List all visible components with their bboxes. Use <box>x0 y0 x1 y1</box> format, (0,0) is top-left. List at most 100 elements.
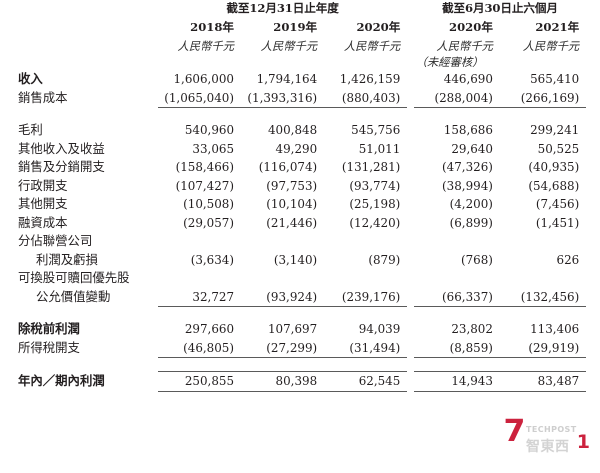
row-empty-cell <box>586 232 600 251</box>
col-unit-2020: 人民幣千元 <box>343 40 401 53</box>
spacer-cell <box>0 307 158 321</box>
row-value: (93,774) <box>349 178 401 193</box>
row-value: (31,494) <box>324 338 408 358</box>
unit-header-empty <box>0 36 158 54</box>
col-unit-2019: 人民幣千元 <box>260 40 318 53</box>
row-label: 年內／期內利潤 <box>18 373 105 388</box>
spacer-cell <box>0 108 158 122</box>
row-pad-cell <box>586 214 600 233</box>
row-value: 626 <box>556 252 580 267</box>
row-value: (3,634) <box>190 252 235 267</box>
row-value: 62,545 <box>324 371 408 392</box>
group-header-years: 截至12月31日止年度 <box>226 1 339 15</box>
row-value: (54,688) <box>528 178 580 193</box>
row-value: (25,198) <box>349 197 401 211</box>
row-pad-cell <box>586 158 600 177</box>
unit-header-row: 人民幣千元 人民幣千元 人民幣千元 人民幣千元 人民幣千元 <box>0 36 600 54</box>
row-value: (66,337) <box>413 287 500 307</box>
unit-note-row: （未經審核） <box>0 54 600 70</box>
col-year-2018: 2018年 <box>190 20 235 34</box>
row-empty-cell <box>500 232 586 251</box>
row-value: 540,960 <box>184 123 235 137</box>
row-value: 1,606,000 <box>173 72 235 86</box>
table-row: 銷售成本 (1,065,040) (1,393,316) (880,403) (288,… <box>0 88 600 108</box>
row-value: (38,994) <box>442 178 493 193</box>
row-value: (21,446) <box>266 215 318 230</box>
table-header: 截至12月31日止年度 截至6月30日止六個月 2018年 2019年 2020… <box>0 0 600 70</box>
row-pad-cell <box>586 70 600 89</box>
row-label: 分佔聯營公司 <box>18 233 93 248</box>
year-header-empty <box>0 17 158 36</box>
spacer-cell <box>158 307 241 321</box>
spacer-cell <box>414 108 500 122</box>
row-value: (266,169) <box>499 88 587 108</box>
row-label: 所得稅開支 <box>18 339 80 355</box>
row-value: 23,802 <box>451 322 493 336</box>
row-value: 446,690 <box>443 72 493 86</box>
watermark-one-icon: 1 <box>576 431 590 453</box>
row-value: 113,406 <box>530 322 580 336</box>
row-value: (1,451) <box>535 215 580 230</box>
row-empty-cell <box>500 269 586 288</box>
row-value: (12,420) <box>349 215 401 230</box>
row-value: 545,756 <box>351 123 401 137</box>
watermark-ghost-line1: TECHPOST <box>526 425 577 434</box>
table-row: 其他開支 (10,508) (10,104) (25,198) (4,200) (7,45… <box>0 195 600 214</box>
row-value: (768) <box>460 252 493 267</box>
row-value: (8,859) <box>413 338 500 358</box>
row-value: 94,039 <box>358 322 401 336</box>
col-unit-h1-2021: 人民幣千元 <box>522 40 580 53</box>
row-value: (131,281) <box>341 160 401 174</box>
col-note-2019 <box>241 54 324 70</box>
spacer-cell <box>0 358 158 372</box>
row-value: (29,057) <box>183 215 235 230</box>
spacer-cell <box>586 358 600 372</box>
row-spacer <box>0 358 600 372</box>
spacer-cell <box>241 358 324 372</box>
spacer-cell <box>586 108 600 122</box>
row-value: 80,398 <box>241 371 325 392</box>
row-value: 14,943 <box>413 371 500 392</box>
row-pad-cell <box>586 195 600 214</box>
row-label: 利潤及虧損 <box>36 251 98 267</box>
table-row: 分佔聯營公司 <box>0 232 600 251</box>
row-value: 299,241 <box>530 123 580 137</box>
table-row: 利潤及虧損 (3,634) (3,140) (879) (768) 626 <box>0 251 600 270</box>
row-spacer <box>0 108 600 122</box>
row-value: (239,176) <box>324 287 408 307</box>
col-year-2020: 2020年 <box>356 20 401 34</box>
col-note-h1-2021 <box>500 54 586 70</box>
watermark-ghost-line2: 智東西 <box>526 439 570 455</box>
row-value: (1,393,316) <box>241 88 325 108</box>
row-value: 83,487 <box>499 371 587 392</box>
row-label: 除稅前利潤 <box>18 321 80 336</box>
col-unit-2018: 人民幣千元 <box>177 40 235 53</box>
row-label: 行政開支 <box>18 177 68 193</box>
row-pad-cell <box>586 339 600 358</box>
table-row: 收入 1,606,000 1,794,164 1,426,159 446,690 565,… <box>0 70 600 89</box>
spacer-cell <box>241 108 324 122</box>
row-value: 1,794,164 <box>256 72 318 86</box>
row-value: (4,200) <box>449 197 493 211</box>
table-row: 行政開支 (107,427) (97,753) (93,774) (38,994) (54… <box>0 177 600 196</box>
row-pad-cell <box>586 320 600 339</box>
row-value: (3,140) <box>273 252 318 267</box>
row-pad-cell <box>586 372 600 392</box>
row-value: (6,899) <box>449 215 493 230</box>
group-header-row: 截至12月31日止年度 截至6月30日止六個月 <box>0 0 600 17</box>
row-value: (40,935) <box>528 160 580 174</box>
row-label: 銷售成本 <box>18 89 68 105</box>
group-header-halfyear: 截至6月30日止六個月 <box>442 1 558 15</box>
row-label: 收入 <box>18 71 43 86</box>
row-empty-cell <box>241 232 324 251</box>
row-label: 毛利 <box>18 122 43 137</box>
row-value: (47,326) <box>442 160 493 174</box>
watermark: TECHPOST 智東西 7 1 <box>498 417 594 461</box>
row-label: 銷售及分銷開支 <box>18 159 105 174</box>
table-row: 毛利 540,960 400,848 545,756 158,686 299,241 <box>0 121 600 140</box>
row-value: 50,525 <box>537 141 580 156</box>
table-body: 收入 1,606,000 1,794,164 1,426,159 446,690 565,… <box>0 70 600 392</box>
row-value: 1,426,159 <box>339 72 401 86</box>
col-note-2018 <box>158 54 241 70</box>
